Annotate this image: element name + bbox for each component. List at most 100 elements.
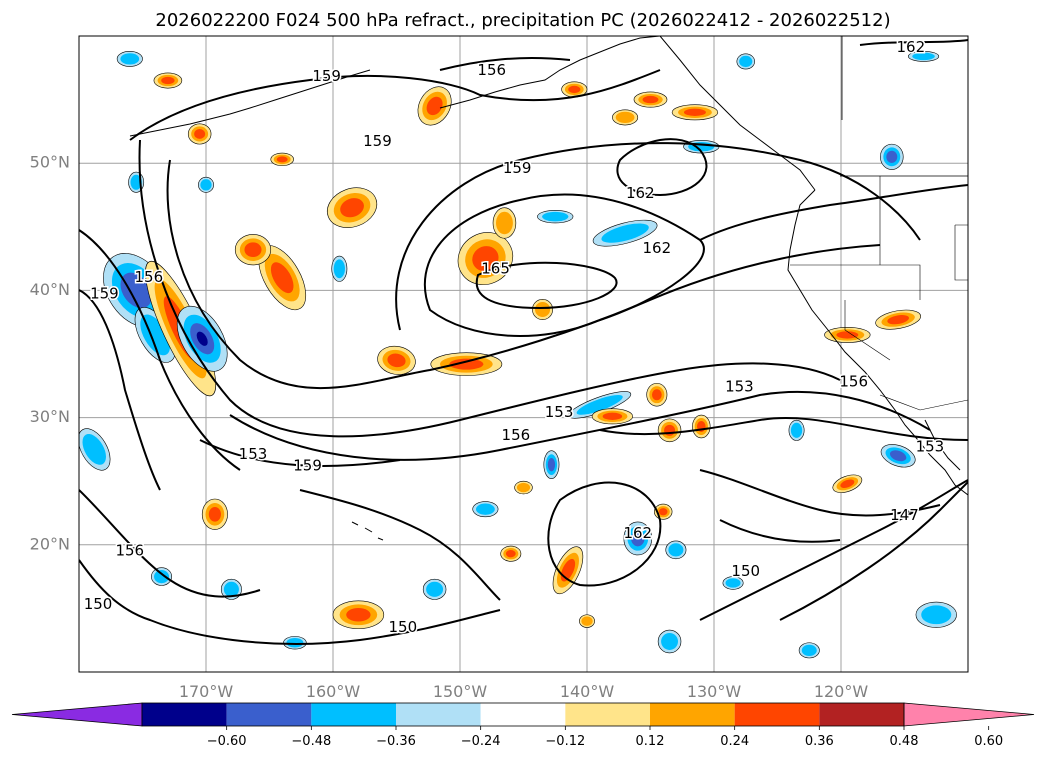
contour-label: 156 — [115, 542, 144, 560]
contour-156-southwest — [79, 489, 261, 598]
precip-cell — [220, 578, 242, 600]
contour-label: 156 — [135, 268, 164, 286]
precip-band — [790, 422, 803, 438]
contour-label: 156 — [477, 61, 506, 79]
precip-cell — [472, 501, 499, 518]
precip-band — [602, 412, 623, 420]
precip-band — [426, 96, 443, 116]
coastline-alaska — [439, 36, 661, 109]
precipitation-shading — [79, 50, 957, 659]
precip-band — [889, 450, 907, 462]
precip-cell — [543, 450, 560, 479]
contour-162-south — [547, 481, 662, 587]
colorbar-tick-label: 0.12 — [636, 734, 665, 749]
precip-cell — [579, 614, 595, 628]
precip-cell — [430, 352, 503, 376]
precip-band — [194, 129, 206, 139]
precip-band — [346, 608, 371, 622]
contour-misc-2 — [699, 469, 941, 517]
precip-cell — [875, 309, 922, 330]
precip-cell — [201, 498, 228, 530]
precip-band — [276, 156, 288, 163]
coastlines — [129, 36, 968, 541]
precip-band — [568, 85, 581, 94]
lon-tick-label: 140°W — [560, 682, 615, 701]
colorbar-extend-low — [11, 702, 143, 727]
precip-band — [449, 358, 484, 370]
precip-band — [472, 246, 499, 272]
contour-label: 153 — [725, 378, 754, 396]
precip-band — [130, 174, 142, 190]
precip-cell — [198, 176, 214, 193]
map-frame — [78, 35, 969, 673]
precip-cell — [612, 109, 639, 126]
border-state-1 — [790, 264, 921, 300]
precip-cell — [331, 255, 348, 282]
contour-156-jet — [138, 139, 841, 438]
colorbar-segment — [565, 703, 650, 726]
chart-title: 2026022200 F024 500 hPa refract., precip… — [155, 10, 890, 31]
contour-159-jet — [166, 159, 881, 389]
contour-162-ne — [859, 39, 968, 46]
precip-band — [542, 211, 569, 222]
precip-cell — [908, 50, 940, 62]
precip-cell — [377, 345, 416, 375]
colorbar-segment — [819, 703, 904, 726]
precip-band — [642, 95, 659, 104]
precip-band — [244, 242, 262, 258]
contour-label: 147 — [890, 506, 919, 524]
contour-162-east — [699, 184, 968, 241]
colorbar-segment — [734, 703, 820, 726]
border-state-2 — [844, 300, 891, 361]
colorbar-segment — [142, 703, 227, 726]
precip-band — [387, 353, 406, 368]
precip-cell — [657, 418, 682, 443]
colorbar-extend-high — [903, 702, 1035, 727]
precip-cell — [798, 642, 820, 659]
colorbar-tick-label: −0.60 — [207, 734, 247, 749]
precip-band — [208, 506, 221, 522]
longitude-axis: 170°W 160°W 150°W 140°W 130°W 120°W — [179, 682, 869, 701]
precip-band — [340, 198, 364, 218]
precip-band — [333, 259, 345, 279]
precip-cell — [665, 540, 687, 560]
colorbar-tick-label: 0.24 — [720, 734, 749, 749]
precip-band — [725, 578, 741, 588]
precip-band — [505, 550, 516, 558]
precip-band — [615, 111, 635, 124]
colorbar-segment — [226, 703, 312, 726]
coastline-baja — [917, 439, 968, 496]
colorbar-tick-label: 0.48 — [890, 734, 919, 749]
contour-162-inner — [424, 193, 705, 338]
precip-band — [547, 457, 556, 472]
colorbar-tick-label: 0.36 — [805, 734, 834, 749]
contour-label: 162 — [643, 239, 672, 257]
coastline-alaska-panhandle — [659, 36, 816, 191]
precip-band — [286, 638, 304, 648]
precip-band — [840, 479, 855, 488]
lat-tick-label: 50°N — [30, 153, 70, 172]
precip-cell — [633, 91, 668, 108]
contour-165 — [475, 261, 618, 310]
contour-label: 162 — [897, 38, 926, 56]
precip-band — [668, 543, 684, 557]
colorbar-tick-label: −0.36 — [376, 734, 416, 749]
precip-band — [887, 315, 909, 325]
precip-cell — [514, 480, 533, 495]
precip-band — [912, 52, 935, 61]
contour-label: 150 — [731, 562, 760, 580]
precip-band — [581, 616, 593, 626]
precip-band — [140, 314, 171, 356]
contour-label: 159 — [90, 285, 119, 303]
contour-label: 159 — [293, 456, 322, 474]
precip-cell — [561, 81, 588, 98]
precip-cell — [532, 299, 554, 320]
precip-cell — [915, 601, 957, 628]
precip-cell — [116, 50, 143, 67]
colorbar-frame — [141, 702, 905, 727]
precip-band — [658, 508, 668, 516]
precip-cell — [500, 545, 522, 562]
precip-cell — [153, 72, 183, 89]
precip-cell — [283, 636, 307, 650]
